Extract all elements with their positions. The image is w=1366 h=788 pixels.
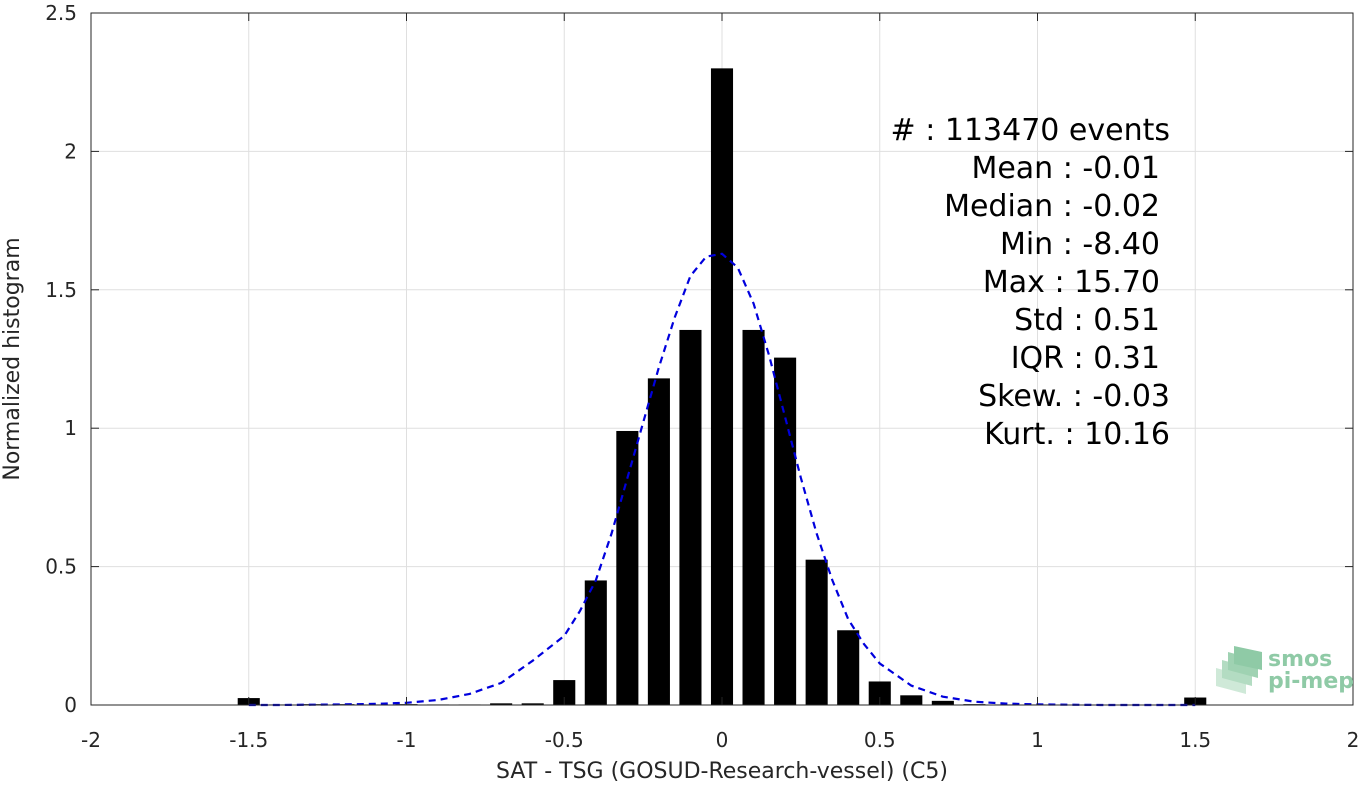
stats-line: Kurt. : 10.16 <box>984 417 1170 452</box>
histogram-bar-14 <box>679 330 701 705</box>
x-tick-label: 2 <box>1347 728 1360 752</box>
logo-text-line2: pi-mep <box>1268 669 1354 694</box>
x-tick-label: 1.5 <box>1179 728 1211 752</box>
histogram-bar-15 <box>711 68 733 705</box>
stats-line: Skew. : -0.03 <box>978 379 1170 414</box>
y-tick-label: 2 <box>64 139 77 163</box>
x-tick-label: 0 <box>716 728 729 752</box>
stats-line: Max : 15.70 <box>983 265 1160 300</box>
y-tick-label: 1 <box>64 416 77 440</box>
y-tick-label: 0 <box>64 693 77 717</box>
x-tick-label: -0.5 <box>545 728 584 752</box>
x-tick-label: -2 <box>81 728 101 752</box>
stats-line: Mean : -0.01 <box>971 151 1160 186</box>
stats-line: Std : 0.51 <box>1014 303 1160 338</box>
x-tick-label: 0.5 <box>864 728 896 752</box>
histogram-bar-18 <box>806 560 828 705</box>
stats-line: IQR : 0.31 <box>1011 341 1160 376</box>
histogram-bar-22 <box>932 701 954 705</box>
logo-mark-icon <box>1216 646 1262 694</box>
x-axis-title: SAT - TSG (GOSUD-Research-vessel) (C5) <box>496 759 948 784</box>
y-tick-label: 2.5 <box>45 1 77 25</box>
x-tick-label: -1.5 <box>229 728 268 752</box>
stats-line: # : 113470 events <box>891 113 1170 148</box>
stats-line: Median : -0.02 <box>944 189 1160 224</box>
histogram-bar-21 <box>900 695 922 705</box>
stats-line: Min : -8.40 <box>1000 227 1160 262</box>
histogram-bar-12 <box>616 431 638 705</box>
x-tick-labels: -2 -1.5 -1 -0.5 0 0.5 1 1.5 2 <box>81 728 1359 752</box>
histogram-bar-11 <box>585 580 607 705</box>
histogram-bar-19 <box>837 630 859 705</box>
y-tick-label: 1.5 <box>45 278 77 302</box>
y-tick-label: 0.5 <box>45 555 77 579</box>
x-tick-label: -1 <box>397 728 417 752</box>
histogram-bar-16 <box>743 330 765 705</box>
histogram-bar-13 <box>648 378 670 705</box>
y-tick-labels: 0 0.5 1 1.5 2 2.5 <box>45 1 77 717</box>
x-tick-label: 1 <box>1031 728 1044 752</box>
y-axis-title: Normalized histogram <box>0 237 25 480</box>
histogram-bar-17 <box>774 358 796 705</box>
smos-pimep-logo: smos pi-mep <box>1216 646 1354 694</box>
